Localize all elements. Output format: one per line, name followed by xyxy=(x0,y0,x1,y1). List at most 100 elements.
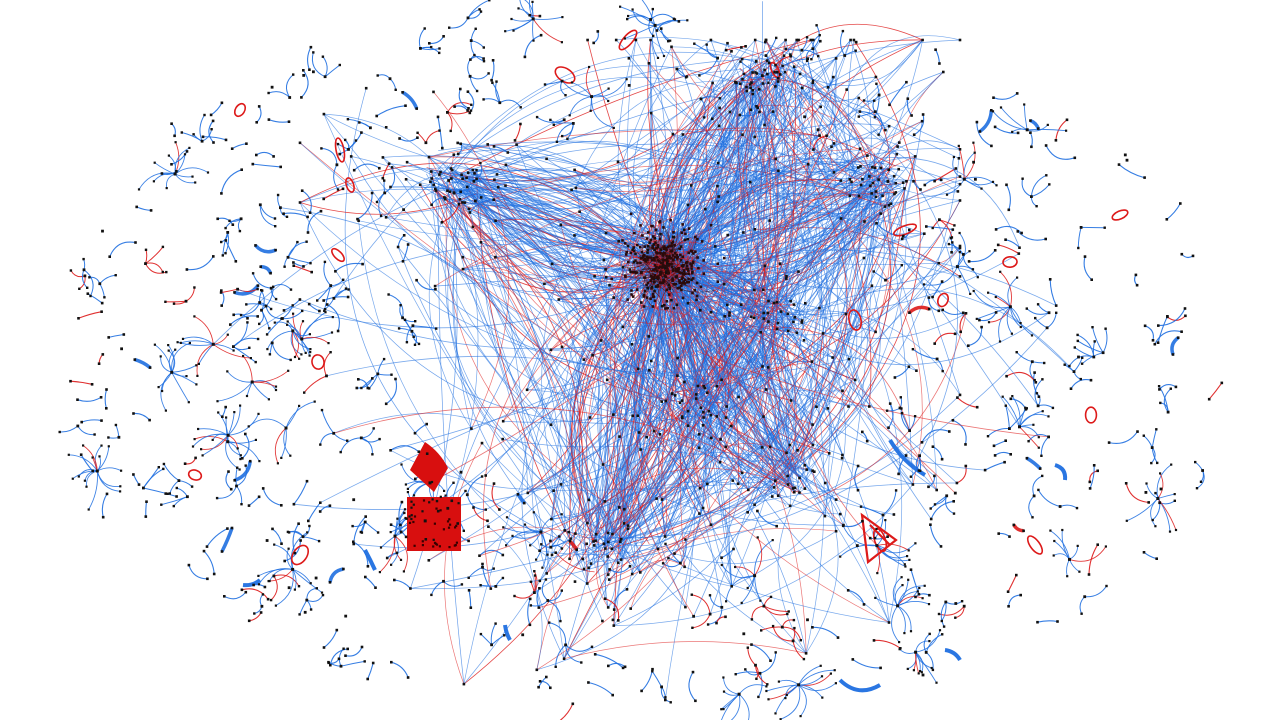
majority-edge xyxy=(626,181,872,590)
node xyxy=(716,56,719,60)
node xyxy=(627,14,630,18)
node xyxy=(588,65,591,69)
node xyxy=(122,333,126,336)
node xyxy=(450,499,454,503)
node xyxy=(797,38,800,42)
node xyxy=(265,333,269,336)
node xyxy=(804,302,807,305)
node xyxy=(753,574,757,578)
node xyxy=(951,419,955,422)
node xyxy=(751,89,754,92)
node xyxy=(851,658,855,661)
node xyxy=(459,87,462,91)
node xyxy=(703,386,707,390)
majority-edge xyxy=(680,539,687,564)
node xyxy=(792,303,796,306)
node xyxy=(298,201,302,204)
minority-edge xyxy=(606,267,666,529)
node xyxy=(858,110,862,113)
node xyxy=(260,308,263,312)
node xyxy=(948,430,951,433)
isolated-node xyxy=(806,618,809,622)
majority-edge xyxy=(467,172,641,573)
star-edge xyxy=(301,311,326,340)
node xyxy=(699,406,703,409)
node xyxy=(918,586,921,590)
hub-node xyxy=(658,237,662,241)
node xyxy=(529,604,532,607)
node xyxy=(466,171,470,174)
node xyxy=(594,532,598,536)
majority-edge xyxy=(202,136,227,141)
node xyxy=(1051,406,1055,410)
node xyxy=(916,590,919,593)
node xyxy=(756,106,759,110)
minority-edge xyxy=(873,639,901,649)
node xyxy=(564,94,567,97)
majority-edge xyxy=(1033,372,1040,398)
node xyxy=(958,246,962,250)
node xyxy=(460,173,463,177)
node xyxy=(257,412,260,415)
minority-clique xyxy=(290,544,310,566)
node xyxy=(877,133,880,136)
majority-edge xyxy=(940,601,947,627)
node xyxy=(586,521,589,525)
node xyxy=(469,606,473,609)
node xyxy=(193,286,196,289)
majority-edge xyxy=(384,167,396,194)
node xyxy=(1096,469,1099,473)
majority-edge xyxy=(687,193,873,412)
majority-edge xyxy=(252,273,272,289)
node xyxy=(266,348,269,351)
minority-edge xyxy=(70,270,86,278)
node xyxy=(172,302,176,305)
star-edge xyxy=(168,350,176,373)
clique-node xyxy=(447,526,451,529)
node xyxy=(677,20,681,23)
minority-edge xyxy=(333,406,784,480)
node xyxy=(519,106,522,109)
node xyxy=(318,510,322,513)
minority-edge xyxy=(538,210,863,608)
node xyxy=(1073,346,1076,349)
star-edge xyxy=(528,0,534,20)
node xyxy=(309,608,313,611)
node xyxy=(896,145,899,148)
node xyxy=(699,97,703,101)
node xyxy=(852,38,856,42)
node xyxy=(239,454,242,457)
node xyxy=(434,189,438,192)
node xyxy=(922,283,926,286)
node xyxy=(588,416,592,419)
node xyxy=(931,226,934,230)
node xyxy=(601,463,605,466)
node xyxy=(416,131,419,134)
node xyxy=(1045,326,1049,330)
node xyxy=(839,555,842,558)
clique-node xyxy=(438,545,441,548)
node xyxy=(1048,278,1052,281)
node xyxy=(967,260,971,263)
node xyxy=(95,469,99,473)
node xyxy=(378,437,381,441)
node xyxy=(247,425,250,428)
hub-node xyxy=(645,283,648,287)
node xyxy=(976,276,979,279)
majority-edge xyxy=(536,116,565,123)
majority-edge xyxy=(311,52,326,78)
node xyxy=(750,618,754,621)
majority-edge xyxy=(444,193,625,510)
hub-node xyxy=(672,283,676,286)
node xyxy=(749,86,752,90)
majority-edge xyxy=(322,56,328,77)
majority-edge xyxy=(812,25,820,50)
node xyxy=(866,154,869,157)
node xyxy=(716,184,719,188)
node xyxy=(119,490,122,493)
node xyxy=(730,50,733,53)
majority-edge xyxy=(565,644,582,663)
node xyxy=(832,142,836,145)
node xyxy=(399,304,402,307)
majority-edge xyxy=(320,316,783,504)
